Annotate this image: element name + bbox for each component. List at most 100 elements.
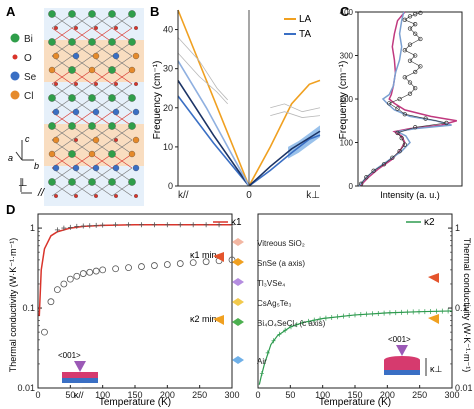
orientation-markers: ⊥ // xyxy=(18,177,45,199)
reference-marker-icon xyxy=(232,258,244,266)
dos-point xyxy=(395,130,400,136)
kappa-open-circle-point xyxy=(189,259,197,267)
c-y-tick-label: 200 xyxy=(340,95,354,104)
inset-left-probe xyxy=(74,361,86,372)
kappa2-chart: 0.01 0.1 1 0 50 100 150 200 250 300 xyxy=(255,213,473,400)
atom-bi xyxy=(68,122,76,130)
bond xyxy=(71,111,93,127)
inset-left-film xyxy=(62,372,98,378)
inset-right-film-body xyxy=(384,360,420,370)
dos-point xyxy=(413,125,418,130)
bond xyxy=(71,139,93,155)
d-right-x-axis-label: Temperature (K) xyxy=(319,397,391,408)
bond xyxy=(91,139,113,155)
dl-x-tick-label: 200 xyxy=(160,390,175,400)
dos-point xyxy=(407,58,413,63)
atom-o xyxy=(74,82,78,86)
atom-se xyxy=(72,164,80,172)
dos-point xyxy=(395,106,400,111)
reference-marker-icon xyxy=(232,278,244,286)
atom-o xyxy=(114,26,118,30)
reference-label: SnSe (a axis) xyxy=(257,259,305,268)
dos-point xyxy=(418,64,423,69)
dr-x-tick-label: 0 xyxy=(255,390,260,400)
atom-cl xyxy=(48,66,56,74)
b-x-tick-label: 0 xyxy=(246,190,252,201)
b-y-tick-label: 40 xyxy=(163,25,173,35)
inset-right-kappa: κ⊥ xyxy=(430,364,443,374)
c-y-tick-label: 0 xyxy=(349,182,354,191)
kappa1-cross-point xyxy=(177,222,183,228)
b-x-tick-label: k// xyxy=(178,190,189,201)
reference-label: Vitreous SiO₂ xyxy=(257,239,305,248)
dr-y-tick-label: 1 xyxy=(455,223,460,233)
kappa-open-circle-point xyxy=(54,286,61,294)
bond xyxy=(51,27,73,43)
dos-point xyxy=(402,112,407,117)
atom-bi xyxy=(108,178,116,186)
atom-bi xyxy=(48,178,56,186)
bond xyxy=(91,55,113,71)
dos-point xyxy=(402,17,407,22)
dl-x-tick-label: 300 xyxy=(224,390,239,400)
legend-atom-se-label: Se xyxy=(24,72,37,83)
b-y-axis-label: Frequency (cm⁻¹) xyxy=(152,61,163,140)
atom-se xyxy=(112,108,120,116)
dispersion-series-10 xyxy=(270,111,321,118)
atom-se xyxy=(92,164,100,172)
dos-point xyxy=(407,14,413,19)
atom-bi xyxy=(68,150,76,158)
dos-series-1 xyxy=(358,11,452,187)
c-y-tick-label: 100 xyxy=(340,139,354,148)
kappa2-data-point xyxy=(283,327,288,333)
dos-point xyxy=(387,101,392,106)
kappa1-cross-point xyxy=(151,222,157,228)
bond xyxy=(91,181,113,197)
bond xyxy=(111,181,133,197)
kappa-open-circle-point xyxy=(202,258,210,266)
atom-bi xyxy=(108,10,116,18)
atom-bi xyxy=(88,94,96,102)
bond xyxy=(51,167,73,183)
kappa2-data-point xyxy=(288,324,293,330)
kappa1-cross-point xyxy=(203,222,209,228)
bond xyxy=(51,181,73,197)
bond xyxy=(71,27,93,43)
kappa2-data-point xyxy=(335,314,340,320)
legend-k1-label: κ1 xyxy=(231,217,242,228)
atom-o xyxy=(114,194,118,198)
dos-point xyxy=(423,116,428,121)
d-left-x-axis-label: Temperature (K) xyxy=(99,397,171,408)
kappa-open-circle-point xyxy=(86,268,94,276)
atom-cl xyxy=(132,52,140,60)
bond xyxy=(111,55,133,71)
atom-se xyxy=(72,52,80,60)
dispersion-series-8 xyxy=(177,52,228,105)
kappa2-data-point xyxy=(353,312,357,318)
legend-atom-cl-label: Cl xyxy=(24,91,33,102)
dispersion-series-6 xyxy=(177,60,250,187)
dos-point xyxy=(413,53,418,58)
dr-x-tick-label: 250 xyxy=(412,390,427,400)
kappa2-data-point xyxy=(417,309,422,315)
atom-o xyxy=(134,194,138,198)
kappa-open-circle-point xyxy=(60,280,68,288)
dl-frame xyxy=(37,213,233,389)
dos-point xyxy=(371,168,376,173)
atom-bi xyxy=(88,10,96,18)
atom-bi xyxy=(68,178,76,186)
atom-o xyxy=(74,138,78,142)
bond xyxy=(91,167,113,183)
legend-atom-se-icon xyxy=(10,71,20,81)
atom-o xyxy=(114,138,118,142)
bond xyxy=(111,83,133,99)
bond xyxy=(51,83,73,99)
kappa2-data-point xyxy=(306,318,311,324)
dos-point xyxy=(413,22,418,27)
dispersion-series-9 xyxy=(270,103,321,113)
panel-d: D 0.01 0.1 1 0 50 100 150 200 250 300 0.01 0.1 1 0 50… xyxy=(6,202,473,408)
kappa1-cross-point xyxy=(164,222,170,228)
kappa2-data-point xyxy=(294,322,299,328)
atom-cl xyxy=(92,136,100,144)
